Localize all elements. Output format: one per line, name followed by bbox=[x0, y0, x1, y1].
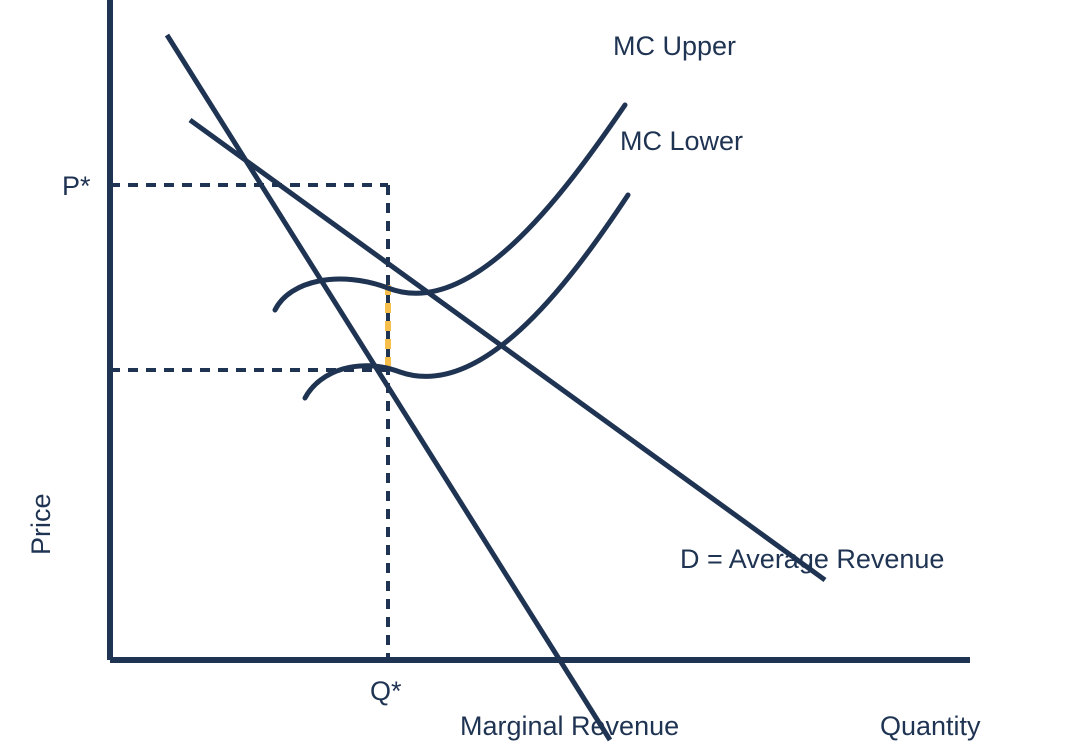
x-axis-label: Quantity bbox=[880, 711, 981, 741]
y-axis-label: Price bbox=[26, 493, 56, 555]
q-star-label: Q* bbox=[370, 676, 402, 706]
mc-upper-label: MC Upper bbox=[613, 31, 736, 61]
p-star-label: P* bbox=[62, 171, 91, 201]
economics-diagram: MC Upper MC Lower D = Average Revenue Ma… bbox=[0, 0, 1075, 753]
mc-lower-curve bbox=[305, 195, 628, 398]
mc-lower-label: MC Lower bbox=[620, 126, 743, 156]
mc-upper-curve bbox=[275, 105, 625, 310]
diagram-container: MC Upper MC Lower D = Average Revenue Ma… bbox=[0, 0, 1075, 753]
marginal-revenue-line bbox=[167, 35, 610, 740]
marginal-revenue-label: Marginal Revenue bbox=[460, 711, 679, 741]
demand-average-revenue-line bbox=[190, 120, 825, 580]
demand-ar-label: D = Average Revenue bbox=[680, 544, 944, 574]
